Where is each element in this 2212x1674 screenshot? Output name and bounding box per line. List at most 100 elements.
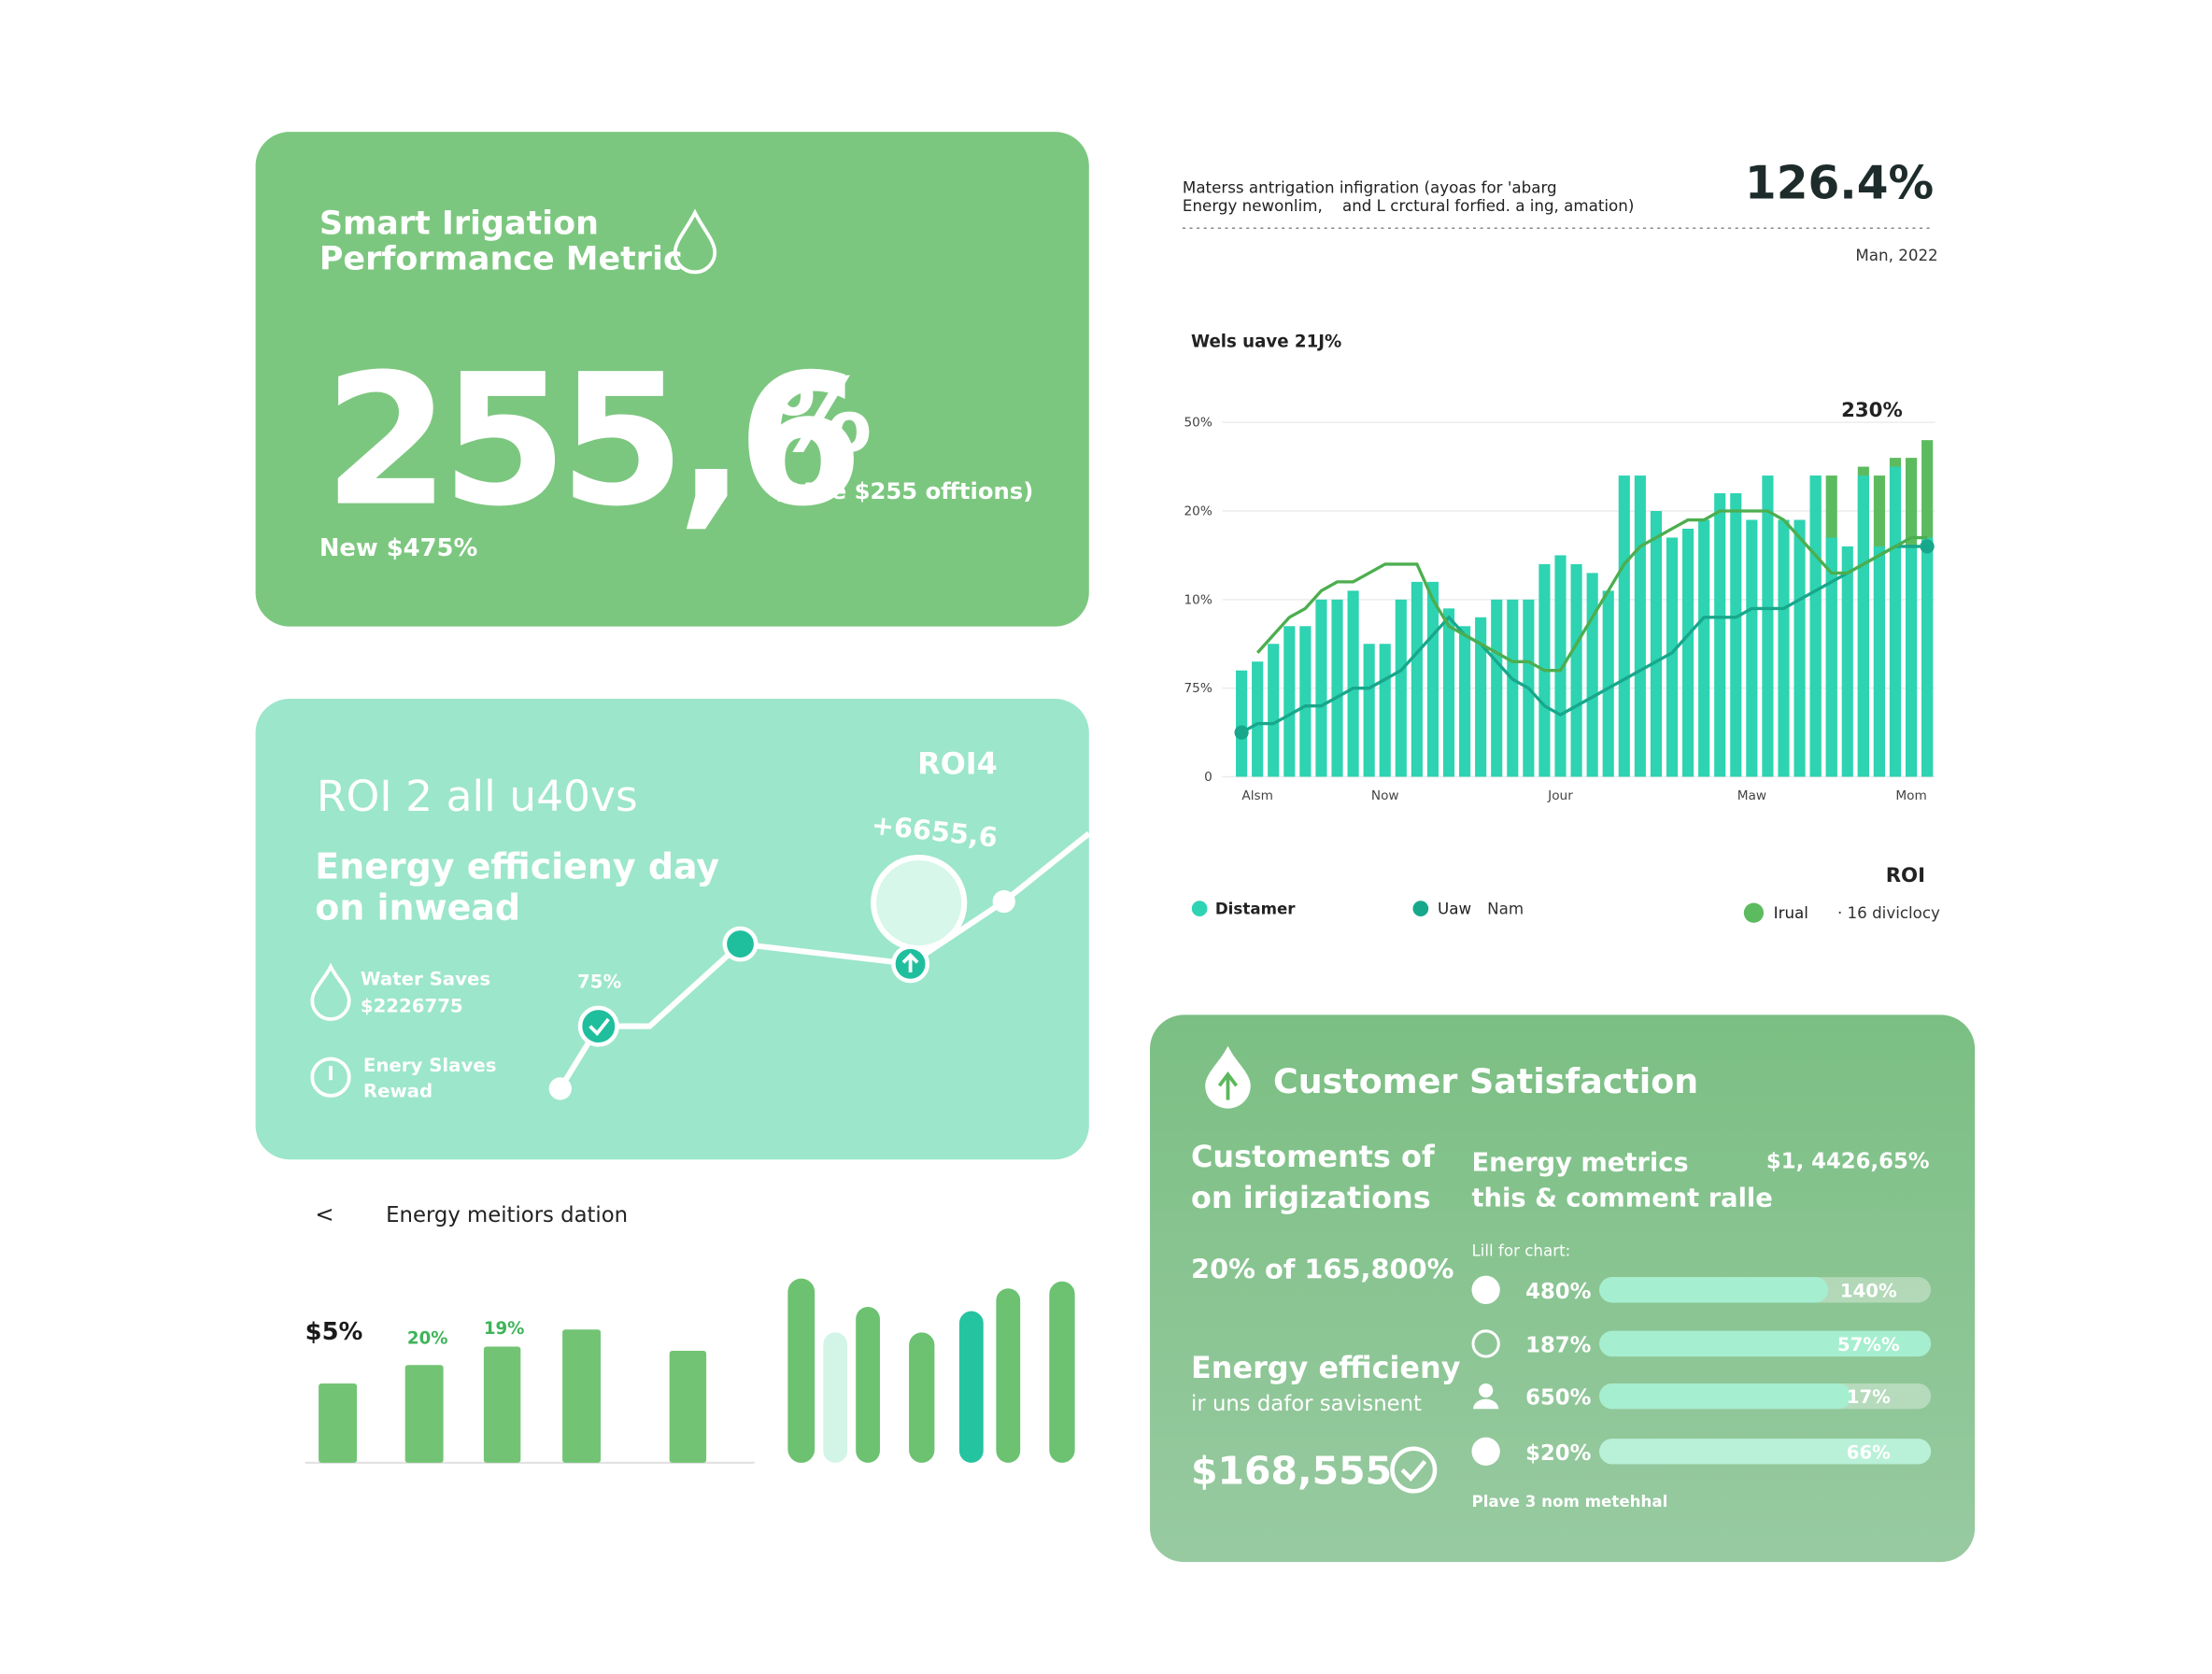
bar [1889, 466, 1902, 777]
y-tick-label: 50% [1184, 416, 1212, 431]
legend-swatch [1191, 901, 1208, 916]
roi-card [255, 699, 1089, 1160]
card-title: Customer Satisfaction [1273, 1061, 1698, 1101]
card-value: $1, 4426,65% [1766, 1149, 1930, 1173]
bar [1794, 519, 1806, 777]
progress-fill [1599, 1277, 1829, 1303]
bar [1442, 608, 1455, 777]
bar [1236, 670, 1248, 777]
legend-label: Irual [1774, 904, 1808, 922]
row-label: 187% [1525, 1334, 1591, 1358]
trend-dot [548, 1077, 572, 1100]
chart-title: Energy meitiors dation [386, 1203, 628, 1227]
bar [669, 1351, 707, 1463]
check-mark [1400, 1459, 1427, 1482]
drop-icon [310, 962, 351, 1021]
bar [1315, 599, 1327, 777]
progress-text: 140% [1840, 1280, 1897, 1301]
trend-dot [577, 1005, 619, 1047]
bar [1554, 555, 1567, 777]
chart-title: Wels uave 21J% [1191, 333, 1341, 352]
legend-note: Nam [1487, 901, 1524, 918]
progress-fill [1599, 1383, 1851, 1410]
row-icon [1471, 1275, 1500, 1304]
progress-fill [1599, 1439, 1932, 1465]
bar [1331, 599, 1343, 777]
item-label: Water Saves [361, 969, 490, 990]
big-unit: % [770, 357, 872, 475]
y-tick-label: 0 [1204, 770, 1212, 785]
bar [1905, 546, 1918, 777]
big-value: 255,6 [323, 335, 855, 546]
drop-icon [673, 208, 717, 275]
y-tick-label: 20% [1184, 504, 1212, 519]
bar [1570, 563, 1582, 777]
line-series [1255, 509, 1928, 673]
x-tick-label: Now [1371, 788, 1399, 803]
card-footer: Plave 3 nom metehhal [1471, 1493, 1667, 1511]
x-tick-label: Maw [1737, 788, 1766, 803]
bar [1873, 546, 1885, 777]
x-tick-label: Mom [1895, 788, 1926, 803]
card-text: on irigizations [1191, 1180, 1431, 1215]
bar [1459, 626, 1471, 777]
card-subtitle: on inwead [315, 887, 520, 929]
y-tick-label: 10% [1184, 592, 1212, 607]
sub-value: New $475% [319, 534, 478, 562]
bar [1602, 590, 1614, 777]
bar [1618, 475, 1630, 777]
annotation: $5% [305, 1318, 363, 1346]
row-icon [1471, 1437, 1500, 1466]
legend-swatch [1412, 901, 1429, 916]
card-amount: $168,555 [1191, 1449, 1392, 1494]
bar [909, 1332, 935, 1463]
item-label: Enery Slaves [363, 1055, 497, 1076]
bar [1395, 599, 1407, 777]
bar [996, 1288, 1021, 1463]
bar [1650, 511, 1662, 777]
item-value: Rewad [363, 1080, 432, 1101]
x-tick-label: Alsm [1241, 788, 1273, 803]
bar [1491, 599, 1503, 777]
highlight-ring [871, 854, 968, 952]
legend-note: ROI [1886, 864, 1925, 887]
bar [1730, 493, 1742, 777]
row-icon [1471, 1329, 1500, 1358]
legend-swatch [1743, 902, 1765, 923]
bar [823, 1332, 848, 1463]
bar [1252, 661, 1264, 777]
point-label: 75% [577, 972, 621, 993]
card-text: this & comment ralle [1471, 1184, 1772, 1213]
bar [1426, 581, 1439, 777]
card-title: Performance Metric [319, 240, 683, 277]
annotation: 20% [407, 1328, 448, 1348]
list-title: Lill for chart: [1471, 1241, 1570, 1259]
back-button[interactable]: < [315, 1200, 333, 1227]
bar [787, 1278, 815, 1463]
bar [1363, 644, 1375, 777]
leaf-icon [1217, 1071, 1239, 1100]
check-icon [1390, 1446, 1438, 1494]
card-title: Smart Irigation [319, 205, 599, 242]
bar [958, 1311, 984, 1463]
legend-label: Distamer [1215, 901, 1296, 918]
bar [1299, 626, 1312, 777]
row-icon [1479, 1383, 1494, 1398]
note: (SAve $255 offtions) [773, 477, 1033, 504]
row-label: 650% [1525, 1386, 1591, 1411]
bar [1475, 617, 1487, 777]
header-date: Man, 2022 [1855, 247, 1937, 264]
bar [404, 1365, 444, 1463]
card-subtitle: Energy efficieny day [315, 846, 719, 887]
progress-text: 17% [1847, 1386, 1891, 1408]
header-text: Energy newonlim, and L crctural forfied.… [1183, 197, 1634, 215]
bar [1841, 546, 1853, 777]
satisfaction-card [1150, 1014, 1976, 1563]
line-series [1241, 545, 1928, 734]
row-label: 480% [1525, 1280, 1591, 1304]
item-value: $2226775 [361, 995, 463, 1016]
card-text: Energy metrics [1471, 1148, 1688, 1177]
line-end-dot [1920, 539, 1935, 554]
bar [1379, 644, 1391, 777]
bar [1746, 519, 1758, 777]
